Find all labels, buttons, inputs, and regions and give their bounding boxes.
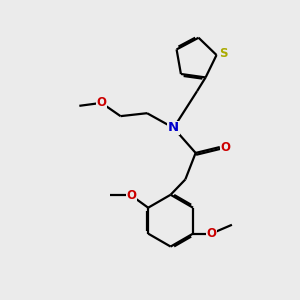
Text: O: O bbox=[206, 227, 216, 240]
Text: O: O bbox=[126, 189, 136, 202]
Text: N: N bbox=[168, 122, 179, 134]
Text: S: S bbox=[219, 47, 227, 60]
Text: O: O bbox=[96, 96, 106, 110]
Text: O: O bbox=[221, 141, 231, 154]
